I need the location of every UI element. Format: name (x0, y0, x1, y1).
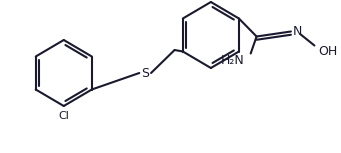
Text: OH: OH (318, 45, 338, 58)
Text: H₂N: H₂N (221, 54, 245, 67)
Text: N: N (293, 25, 302, 38)
Text: S: S (141, 67, 149, 80)
Text: Cl: Cl (58, 111, 69, 121)
